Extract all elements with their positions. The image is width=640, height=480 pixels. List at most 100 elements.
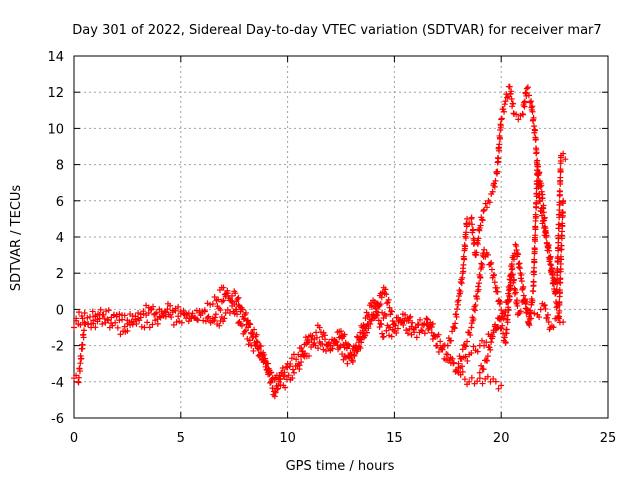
data-point-interp <box>452 367 459 374</box>
data-point-interp <box>491 271 498 278</box>
data-point-interp <box>506 293 513 300</box>
data-point-interp <box>421 330 428 337</box>
data-point-interp <box>462 353 469 360</box>
data-point-interp <box>325 342 332 349</box>
data-point-interp <box>484 251 491 258</box>
data-point-interp <box>357 345 364 352</box>
data-point <box>145 310 152 317</box>
data-point <box>560 319 567 326</box>
data-point-interp <box>495 155 502 162</box>
data-point-interp <box>478 362 485 369</box>
data-point-interp <box>448 337 455 344</box>
data-point-interp <box>269 385 276 392</box>
data-point-interp <box>274 386 281 393</box>
data-point-interp <box>385 296 392 303</box>
data-point-interp <box>477 274 484 281</box>
data-point-interp <box>382 286 389 293</box>
data-point <box>71 324 77 331</box>
y-tick-label: -4 <box>51 376 64 391</box>
data-point-interp <box>557 275 564 282</box>
data-point <box>444 357 451 364</box>
data-point-interp <box>349 357 356 364</box>
data-point-interp <box>530 114 537 121</box>
data-point-interp <box>238 322 245 329</box>
data-point-interp <box>521 98 528 105</box>
data-point-interp <box>228 297 235 304</box>
data-point-interp <box>124 327 131 334</box>
data-point-interp <box>557 268 564 275</box>
data-point <box>109 322 116 329</box>
data-point-interp <box>517 308 524 315</box>
data-point-interp <box>416 329 423 336</box>
data-point <box>316 324 323 331</box>
data-point <box>528 98 535 105</box>
data-point-interp <box>404 330 411 337</box>
data-point <box>96 315 103 322</box>
data-point-interp <box>550 277 557 284</box>
data-point-interp <box>474 378 481 385</box>
data-point <box>506 83 513 90</box>
data-point-interp <box>542 227 549 234</box>
data-point <box>523 85 530 92</box>
data-point-interp <box>496 147 503 154</box>
data-point <box>338 333 344 340</box>
x-tick-label: 0 <box>70 431 78 446</box>
data-point-interp <box>544 240 551 247</box>
data-point <box>423 315 430 322</box>
data-point-interp <box>160 310 167 317</box>
data-point-interp <box>186 315 193 322</box>
data-point-interp <box>298 345 305 352</box>
data-point-interp <box>343 354 350 361</box>
data-point-interp <box>217 306 224 313</box>
data-point-interp <box>509 271 516 278</box>
data-point-interp <box>466 219 473 226</box>
data-point-interp <box>136 317 143 324</box>
data-point-interp <box>462 343 469 350</box>
data-point-interp <box>294 362 301 369</box>
data-point <box>498 382 505 389</box>
data-point-interp <box>157 314 164 321</box>
data-point-interp <box>146 324 153 331</box>
data-point-interp <box>197 312 204 319</box>
data-point <box>540 302 547 309</box>
data-point-interp <box>298 359 305 366</box>
data-point-interp <box>559 228 566 235</box>
data-point-interp <box>461 376 468 383</box>
data-point-interp <box>242 310 249 317</box>
data-point-interp <box>246 337 253 344</box>
data-point-interp <box>458 355 465 362</box>
data-point-interp <box>201 308 208 315</box>
data-point-interp <box>469 221 476 228</box>
data-point-interp <box>144 319 151 326</box>
y-tick-label: 4 <box>56 231 64 246</box>
data-point-interp <box>457 288 464 295</box>
data-point-interp <box>496 316 503 323</box>
data-point-interp <box>461 256 468 263</box>
data-point <box>305 338 312 345</box>
data-point-interp <box>90 320 97 327</box>
data-point-interp <box>499 322 506 329</box>
data-point <box>429 320 436 327</box>
data-point-interp <box>529 103 536 110</box>
data-point-interp <box>478 337 485 344</box>
data-point-interp <box>529 108 536 115</box>
data-point-interp <box>78 312 85 319</box>
data-point-interp <box>559 223 566 230</box>
data-point-interp <box>178 319 185 326</box>
data-point-interp <box>185 318 192 325</box>
y-axis-label: SDTVAR / TECUs <box>9 185 24 292</box>
data-point-interp <box>533 193 540 200</box>
data-point-interp <box>558 256 565 263</box>
data-point <box>444 351 451 358</box>
data-point-interp <box>282 384 289 391</box>
data-point <box>231 300 238 307</box>
data-point-interp <box>501 108 508 115</box>
data-point-interp <box>515 251 522 258</box>
data-point-interp <box>401 318 408 325</box>
data-point-interp <box>229 292 236 299</box>
data-point-interp <box>105 307 112 314</box>
data-point-interp <box>450 359 457 366</box>
data-point-interp <box>472 302 479 309</box>
data-point-interp <box>557 174 564 181</box>
data-point-interp <box>513 111 520 118</box>
